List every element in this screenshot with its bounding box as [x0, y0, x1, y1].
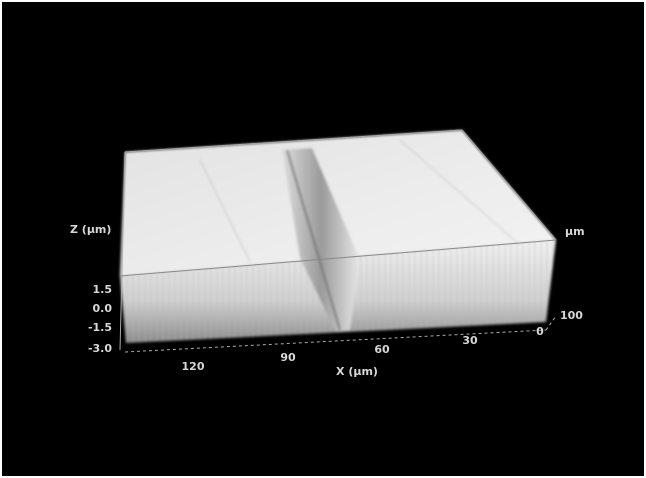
y-tick-label: 100 — [560, 309, 583, 322]
y-axis-line — [545, 315, 557, 331]
frame-line — [119, 151, 126, 351]
groove-edge — [286, 149, 341, 331]
z-axis-label: Z (µm) — [70, 223, 111, 236]
z-tick-label: -3.0 — [88, 342, 112, 355]
z-tick-label: -1.5 — [88, 321, 112, 334]
groove — [282, 148, 360, 332]
surface — [120, 130, 556, 343]
scratch — [199, 159, 251, 263]
y-axis-label: µm — [565, 225, 585, 238]
x-axis-label: X (µm) — [336, 365, 378, 378]
x-tick-label: 0 — [536, 325, 544, 338]
x-tick-label: 30 — [462, 334, 478, 347]
frame — [119, 129, 557, 353]
scratch — [399, 139, 521, 246]
top-face — [120, 130, 556, 276]
x-axis-line — [124, 329, 547, 353]
z-tick-label: 0.0 — [93, 302, 113, 315]
x-tick-label: 60 — [374, 343, 390, 356]
frame-line — [124, 129, 463, 153]
frame-line — [461, 129, 557, 241]
x-tick-label: 120 — [182, 360, 205, 373]
frame-line — [119, 239, 557, 277]
z-tick-label: 1.5 — [93, 283, 113, 296]
x-tick-label: 90 — [280, 351, 296, 364]
